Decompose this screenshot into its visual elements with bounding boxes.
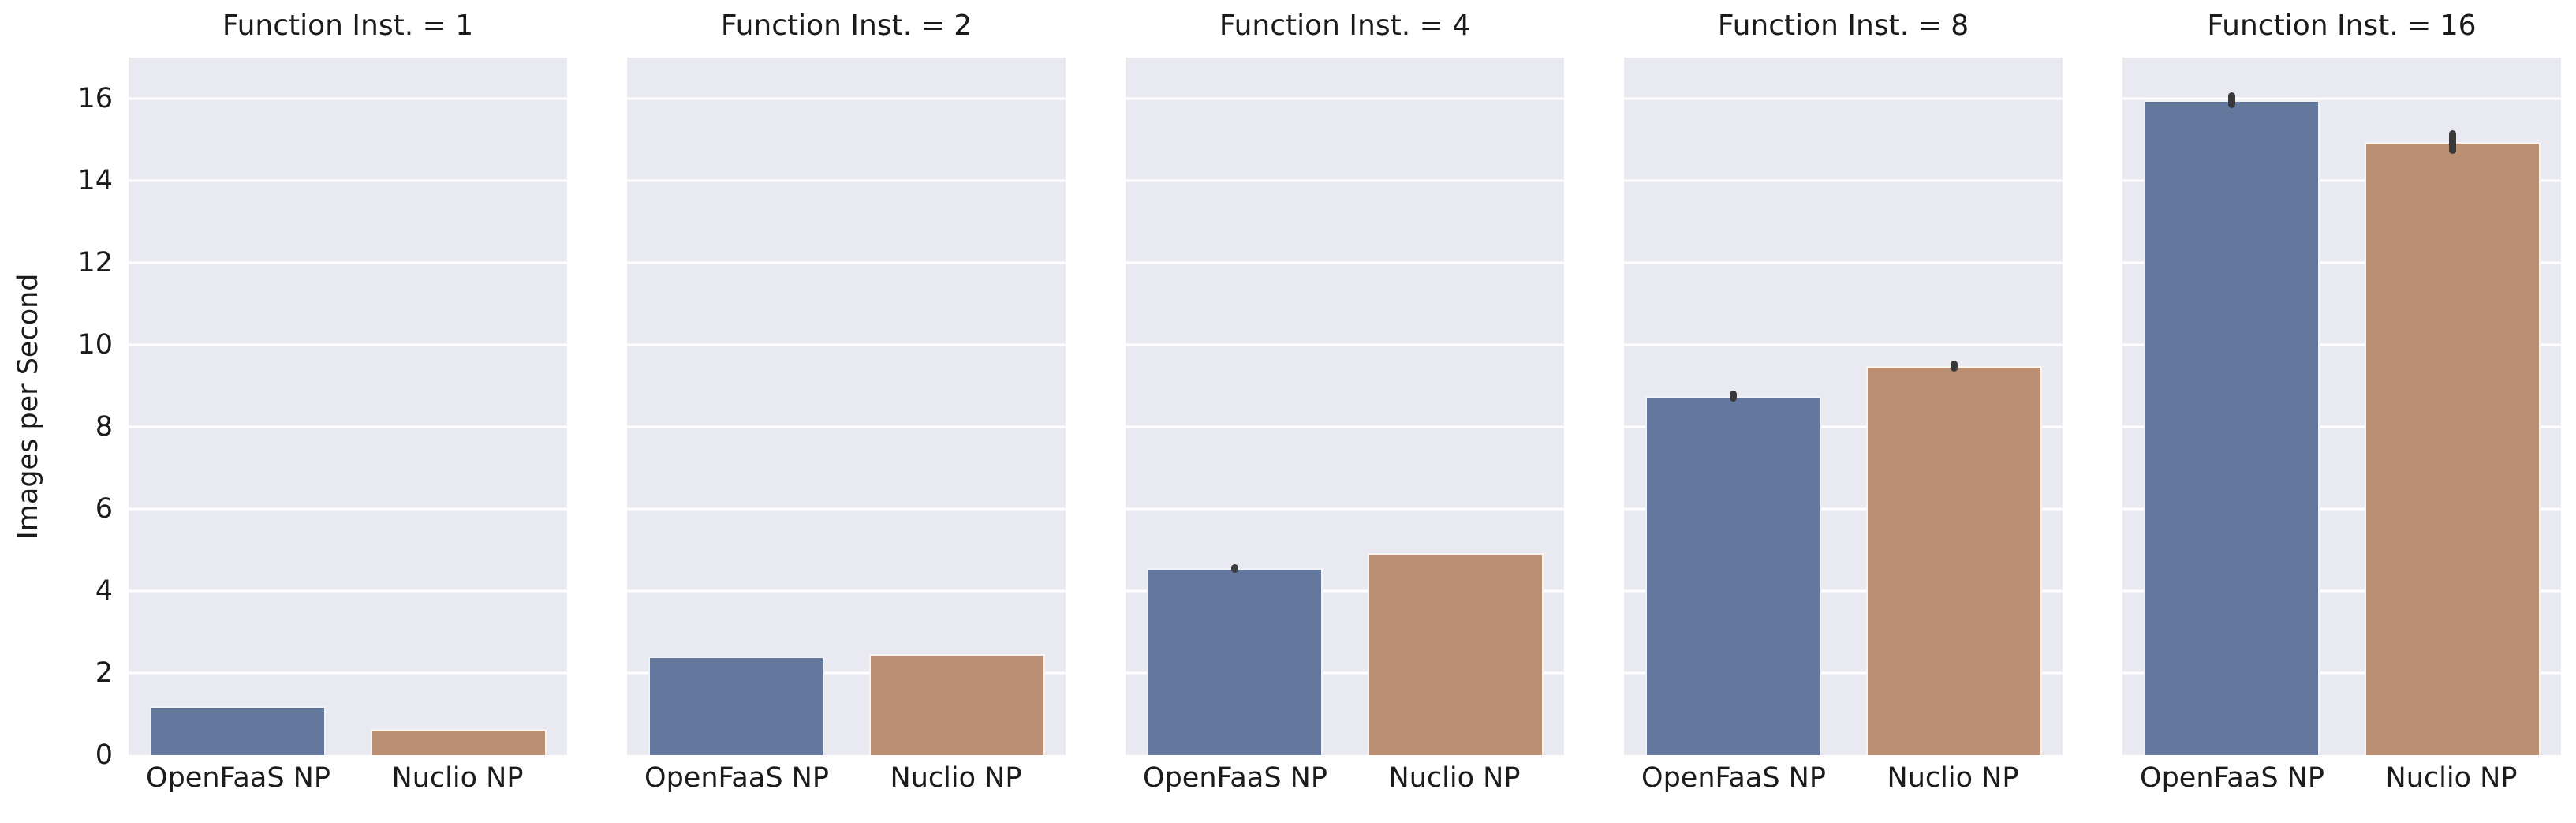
facet-title: Function Inst. = 2	[720, 9, 973, 42]
gridline	[1624, 671, 2063, 675]
error-bar	[1231, 563, 1238, 574]
gridline	[627, 425, 1066, 428]
facet-title: Function Inst. = 8	[1717, 9, 1969, 42]
error-bar	[2449, 130, 2456, 155]
error-bar	[1730, 391, 1737, 402]
gridline	[129, 261, 567, 264]
gridline	[1624, 343, 2063, 346]
gridline	[129, 425, 567, 428]
gridline	[1624, 425, 2063, 428]
plot-area	[2122, 58, 2561, 755]
bar-openfaas-np	[2144, 100, 2320, 755]
gridline	[129, 589, 567, 593]
x-tick-label: Nuclio NP	[1887, 762, 2019, 794]
bar-openfaas-np	[150, 706, 326, 755]
gridline	[1126, 425, 1564, 428]
gridline	[627, 97, 1066, 100]
gridline	[627, 261, 1066, 264]
bar-openfaas-np	[648, 657, 824, 755]
x-tick-label: OpenFaaS NP	[644, 762, 829, 794]
bar-nuclio-np	[2365, 142, 2541, 755]
gridline	[2122, 589, 2561, 593]
gridline	[1126, 671, 1564, 675]
gridline	[2122, 179, 2561, 182]
facet-title: Function Inst. = 16	[2207, 9, 2477, 42]
gridline	[1624, 507, 2063, 511]
gridline	[129, 179, 567, 182]
gridline	[1126, 507, 1564, 511]
gridline	[2122, 425, 2561, 428]
gridline	[1624, 97, 2063, 100]
bar-openfaas-np	[1645, 396, 1821, 755]
error-bar	[1951, 361, 1958, 372]
gridline	[1126, 179, 1564, 182]
error-bar	[2228, 92, 2235, 108]
y-tick-label: 12	[77, 247, 113, 279]
bar-nuclio-np	[1368, 553, 1544, 755]
gridline	[627, 179, 1066, 182]
gridline	[129, 671, 567, 675]
plot-area	[627, 58, 1066, 755]
gridline	[627, 671, 1066, 675]
y-tick-label: 14	[77, 165, 113, 196]
gridline	[1126, 589, 1564, 593]
y-tick-label: 6	[95, 493, 113, 525]
gridline	[2122, 97, 2561, 100]
gridline	[129, 97, 567, 100]
gridline	[1126, 261, 1564, 264]
gridline	[2122, 671, 2561, 675]
x-tick-label: Nuclio NP	[2385, 762, 2518, 794]
plot-area	[129, 58, 567, 755]
gridline	[1126, 343, 1564, 346]
y-tick-label: 8	[95, 411, 113, 443]
gridline	[627, 507, 1066, 511]
x-tick-label: Nuclio NP	[1388, 762, 1521, 794]
bar-openfaas-np	[1147, 568, 1323, 755]
gridline	[1624, 589, 2063, 593]
x-tick-label: OpenFaaS NP	[146, 762, 330, 794]
y-tick-label: 16	[77, 83, 113, 114]
y-tick-label: 4	[95, 575, 113, 607]
gridline	[1624, 261, 2063, 264]
gridline	[1126, 97, 1564, 100]
x-tick-label: Nuclio NP	[391, 762, 524, 794]
gridline	[2122, 343, 2561, 346]
gridline	[627, 589, 1066, 593]
facet-title: Function Inst. = 4	[1219, 9, 1471, 42]
y-tick-label: 2	[95, 657, 113, 689]
bar-nuclio-np	[371, 729, 547, 755]
gridline	[627, 343, 1066, 346]
facet-title: Function Inst. = 1	[222, 9, 474, 42]
gridline	[129, 343, 567, 346]
x-tick-label: OpenFaaS NP	[2140, 762, 2324, 794]
y-tick-label: 0	[95, 739, 113, 771]
x-tick-label: OpenFaaS NP	[1143, 762, 1327, 794]
y-tick-label: 10	[77, 329, 113, 361]
plot-area	[1126, 58, 1564, 755]
gridline	[129, 507, 567, 511]
bar-nuclio-np	[869, 654, 1045, 755]
gridline	[2122, 507, 2561, 511]
gridline	[2122, 261, 2561, 264]
plot-area	[1624, 58, 2063, 755]
x-tick-label: Nuclio NP	[890, 762, 1022, 794]
x-tick-label: OpenFaaS NP	[1641, 762, 1826, 794]
bar-nuclio-np	[1866, 366, 2042, 755]
gridline	[1624, 179, 2063, 182]
